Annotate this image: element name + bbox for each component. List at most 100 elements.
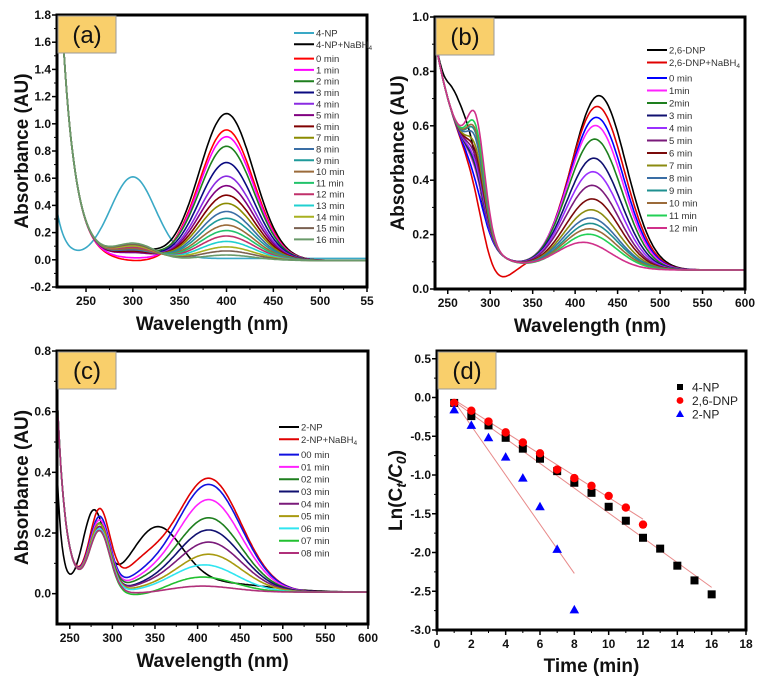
panel-label: (b) <box>450 24 479 51</box>
legend-label: 6 min <box>669 149 692 160</box>
point-triangle <box>500 452 511 461</box>
legend-label-main: 6 min <box>669 149 692 160</box>
legend-label: 0 min <box>316 54 339 65</box>
legend-label: 4-NP+NaBH4 <box>316 40 373 52</box>
panel-label-box <box>57 351 117 390</box>
legend-label: 2min <box>669 99 690 110</box>
series-line-0 <box>57 175 367 260</box>
point-triangle <box>483 432 494 442</box>
x-tick-label: 500 <box>273 631 293 645</box>
x-tick-label: 400 <box>217 294 237 308</box>
x-tick-label: 16 <box>705 637 719 651</box>
x-tick-label: 400 <box>188 631 208 645</box>
y-tick-label: 0.4 <box>34 465 51 479</box>
legend-label-main: 11 min <box>316 178 344 189</box>
y-title-part: t <box>393 482 409 488</box>
plot-area <box>57 15 367 262</box>
legend-label: 4 min <box>316 99 339 110</box>
x-tick-label: 600 <box>358 631 378 645</box>
legend-label-main: 07 min <box>301 536 330 547</box>
legend-label: 2,6-DNP+NaBH4 <box>669 58 740 70</box>
point-square <box>690 576 699 585</box>
legend-label-main: 0 min <box>316 54 339 65</box>
legend-label: 5 min <box>316 111 339 122</box>
legend-label-main: 10 min <box>669 199 698 210</box>
legend-label-main: 16 min <box>316 235 345 246</box>
y-tick-label: 0.8 <box>412 64 429 78</box>
x-tick-label: 250 <box>60 631 80 645</box>
x-tick-label: 450 <box>230 631 250 645</box>
y-tick-label: -1.5 <box>410 507 431 521</box>
legend-label-main: 00 min <box>301 450 330 461</box>
y-tick-label: 1.2 <box>34 90 51 104</box>
x-tick-label: 2 <box>468 637 475 651</box>
legend-label-main: 2min <box>669 99 690 110</box>
legend-marker-triangle <box>676 410 684 417</box>
legend-label: 9 min <box>316 156 339 167</box>
y-tick-label: 1.0 <box>34 117 51 131</box>
y-tick-label: 0.4 <box>412 173 429 187</box>
point-square <box>604 502 613 511</box>
point-triangle <box>552 544 562 553</box>
legend-label: 4-NP <box>316 29 338 40</box>
legend-label: 3 min <box>669 111 692 122</box>
point-square <box>501 433 510 442</box>
legend-label: 11 min <box>316 178 344 189</box>
legend-label-sub: 4 <box>354 440 358 447</box>
legend-label-main: 4-NP <box>316 29 338 40</box>
y-tick-label: 1.6 <box>34 35 51 49</box>
x-tick-label: 12 <box>636 637 650 651</box>
legend-label-main: 2-NP+NaBH <box>301 435 354 446</box>
point-triangle <box>518 473 528 482</box>
legend-label-main: 5 min <box>316 111 339 122</box>
y-title-part: ) <box>386 450 407 456</box>
y-tick-label: 0.0 <box>34 587 51 601</box>
point-circle <box>467 406 476 415</box>
x-tick-label: 18 <box>739 637 753 651</box>
x-tick-label: 250 <box>438 296 458 310</box>
panel-label-box <box>57 15 117 54</box>
legend-label-main: 3 min <box>316 88 339 99</box>
panel-b: 250 300 350 400 450 500 550 600 0.0 0.2 0.4 0.6 0.8 1… <box>388 10 755 337</box>
legend-label-main: 2,6-DNP+NaBH <box>669 58 736 69</box>
x-axis-title: Time (min) <box>544 656 640 677</box>
plot-area <box>57 394 368 596</box>
legend-label: 04 min <box>301 499 330 510</box>
legend-label: 2,6-DNP <box>669 46 705 57</box>
x-tick-label: 400 <box>565 296 585 310</box>
legend-label: 15 min <box>316 224 345 235</box>
legend-label: 16 min <box>316 235 345 246</box>
x-tick-label: 14 <box>671 637 685 651</box>
x-tick-label: 550 <box>693 296 713 310</box>
y-tick-label: 1.4 <box>34 62 51 76</box>
y-tick-label: 0.8 <box>34 344 51 358</box>
legend-label-main: 9 min <box>316 156 339 167</box>
y-tick-label: 0.5 <box>414 352 431 366</box>
y-axis-title: Absorbance (AU) <box>388 75 409 230</box>
y-tick-label: 0.0 <box>34 253 51 267</box>
legend-label: 2,6-DNP <box>692 394 738 408</box>
panel-a: 250 300 350 400 450 500 55 -0.2 0.0 0.2 0.4 0.6 0.8 1… <box>12 8 374 335</box>
y-tick-label: 0.4 <box>34 198 51 212</box>
legend-marker-square <box>677 384 683 390</box>
legend-label: 12 min <box>669 224 698 235</box>
x-tick-label: 300 <box>480 296 500 310</box>
legend-label-sub: 4 <box>369 45 373 52</box>
legend-label-main: 7 min <box>316 133 339 144</box>
legend-label-main: 14 min <box>316 212 345 223</box>
panel-label: (d) <box>452 358 481 385</box>
y-tick-label: 0.8 <box>34 144 51 158</box>
legend-label: 07 min <box>301 536 330 547</box>
legend-label: 6 min <box>316 122 339 133</box>
point-square <box>656 544 665 553</box>
x-tick-label: 300 <box>102 631 122 645</box>
legend-label: 4 min <box>669 124 692 135</box>
x-tick-label: 450 <box>608 296 628 310</box>
legend-label: 0 min <box>669 74 692 85</box>
legend-label-main: 02 min <box>301 475 330 486</box>
y-axis-title: Absorbance (AU) <box>12 73 33 228</box>
legend-label-sub: 4 <box>736 63 740 70</box>
legend-label: 10 min <box>316 167 345 178</box>
legend-label-main: 06 min <box>301 524 330 535</box>
